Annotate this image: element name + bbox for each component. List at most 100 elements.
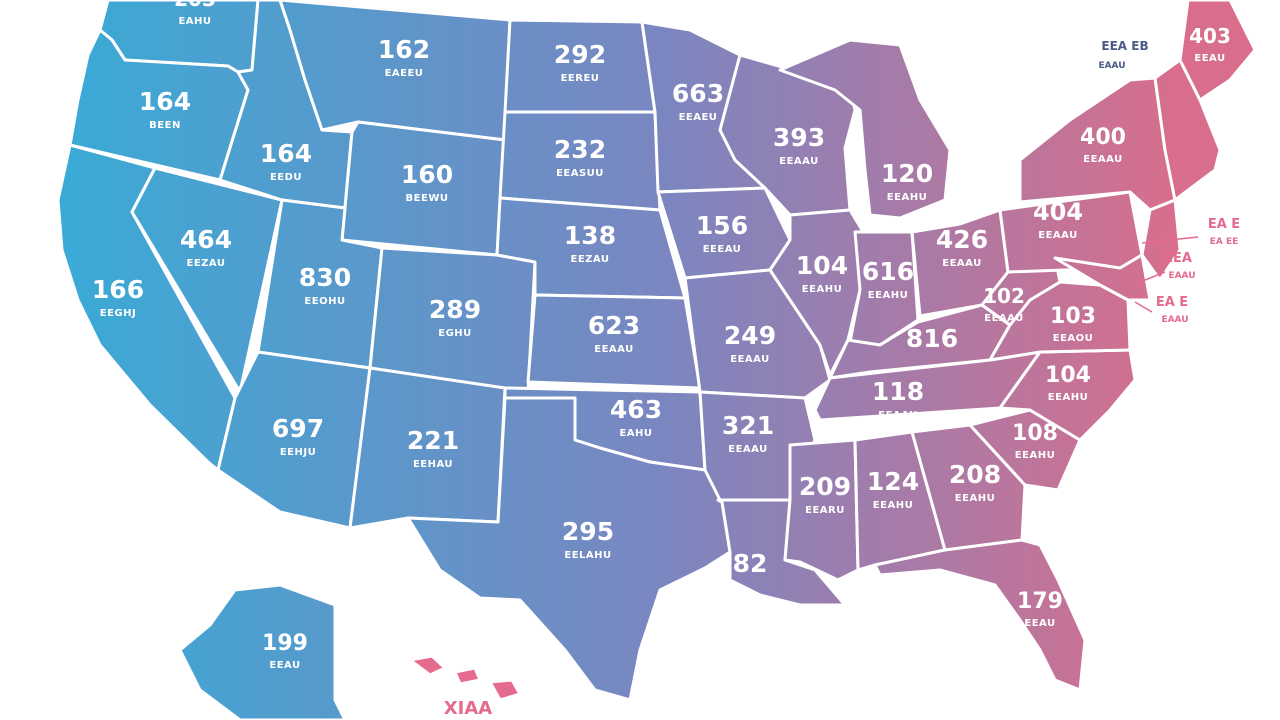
state-sublabel-ny: EEAAU xyxy=(1083,154,1122,165)
state-sublabel-il: EEAHU xyxy=(802,284,842,295)
state-value-mn: 663 xyxy=(672,79,724,108)
state-value-me: 403 xyxy=(1189,24,1231,48)
callout-value: EA E xyxy=(1156,295,1188,310)
callout-sublabel: EAAU xyxy=(1161,315,1188,325)
state-value-al: 124 xyxy=(867,467,919,496)
state-hi[interactable] xyxy=(408,654,522,702)
state-value-az: 697 xyxy=(272,414,324,443)
state-value-va: 103 xyxy=(1050,304,1096,329)
callout-value: EEA xyxy=(1164,251,1192,266)
state-value-wi: 393 xyxy=(773,123,825,152)
state-sublabel-co: EGHU xyxy=(438,328,472,339)
state-value-ar: 321 xyxy=(722,411,774,440)
state-value-mi: 120 xyxy=(881,159,933,188)
state-sublabel-or: BEEN xyxy=(149,120,181,131)
state-me[interactable] xyxy=(1178,0,1257,102)
state-mi[interactable] xyxy=(778,38,952,220)
callout-leader-line xyxy=(1134,301,1153,313)
state-value-oh: 426 xyxy=(936,225,988,254)
state-sublabel-ca: EEGHJ xyxy=(100,308,136,319)
state-value-wv: 102 xyxy=(983,284,1025,308)
state-ks[interactable] xyxy=(526,293,702,390)
state-sublabel-wv: EEAAU xyxy=(984,313,1023,324)
state-value-sd: 232 xyxy=(554,135,606,164)
state-sublabel-ut: EEOHU xyxy=(304,296,345,307)
state-sublabel-ne: EEZAU xyxy=(571,254,610,265)
state-value-pa: 404 xyxy=(1033,198,1083,226)
state-sublabel-mn: EEAEU xyxy=(679,112,718,123)
state-sublabel-nd: EEREU xyxy=(561,73,600,84)
state-sublabel-sd: EEASUU xyxy=(556,168,604,179)
state-sublabel-ak: EEAU xyxy=(269,660,300,671)
state-sublabel-ar: EEAAU xyxy=(728,444,767,455)
state-sublabel-id: EEDU xyxy=(270,172,302,183)
state-sublabel-me: EEAU xyxy=(1194,53,1225,64)
state-sublabel-mo: EEAAU xyxy=(730,354,769,365)
state-value-ga: 208 xyxy=(949,460,1001,489)
state-sublabel-wi: EEAAU xyxy=(779,156,818,167)
state-value-ne: 138 xyxy=(564,221,616,250)
state-value-wa: 203 xyxy=(174,0,216,11)
state-sublabel-tx: EELAHU xyxy=(564,550,611,561)
state-value-fl: 179 xyxy=(1017,589,1063,614)
state-sublabel-ga: EEAHU xyxy=(955,493,995,504)
state-sublabel-nc: EEAHU xyxy=(1048,392,1088,403)
callout-sublabel: EAAU xyxy=(1098,61,1125,71)
state-value-sc: 108 xyxy=(1012,421,1058,446)
state-value-la: 82 xyxy=(733,549,768,578)
state-value-ok: 463 xyxy=(610,395,662,424)
state-value-il: 104 xyxy=(796,251,848,280)
state-sublabel-nm: EEHAU xyxy=(413,459,453,470)
state-value-ks: 623 xyxy=(588,311,640,340)
state-value-or: 164 xyxy=(139,87,191,116)
state-value-nm: 221 xyxy=(407,426,459,455)
state-sublabel-mi: EEAHU xyxy=(887,192,927,203)
state-sublabel-pa: EEAAU xyxy=(1038,230,1077,241)
callout-sublabel: EAAU xyxy=(1168,271,1195,281)
state-ak[interactable] xyxy=(178,583,347,720)
state-sublabel-az: EEHJU xyxy=(280,447,316,458)
state-value-ut: 830 xyxy=(299,263,351,292)
state-sublabel-al: EEAHU xyxy=(873,500,913,511)
state-value-nc: 104 xyxy=(1045,363,1091,388)
state-value-in: 616 xyxy=(862,257,914,286)
state-sublabel-in: EEAHU xyxy=(868,290,908,301)
state-value-hi: XIAA xyxy=(444,698,493,719)
state-value-ms: 209 xyxy=(799,472,851,501)
state-sublabel-sc: EEAHU xyxy=(1015,450,1055,461)
state-sublabel-mt: EAEEU xyxy=(385,68,424,79)
state-sublabel-nv: EEZAU xyxy=(187,258,226,269)
callout-leader-line xyxy=(1139,271,1166,283)
state-sublabel-fl: EEAU xyxy=(1024,618,1055,629)
state-sublabel-ks: EEAAU xyxy=(594,344,633,355)
state-sublabel-ms: EEARU xyxy=(805,505,845,516)
callout-sublabel: EA EE xyxy=(1210,237,1239,247)
state-value-id: 164 xyxy=(260,139,312,168)
state-value-ca: 166 xyxy=(92,275,144,304)
state-sublabel-oh: EEAAU xyxy=(942,258,981,269)
state-value-nd: 292 xyxy=(554,40,606,69)
state-wy[interactable] xyxy=(340,120,507,257)
state-tx[interactable] xyxy=(406,396,732,702)
state-sublabel-va: EEAOU xyxy=(1053,333,1094,344)
state-sublabel-ia: EEEAU xyxy=(703,244,742,255)
state-sublabel-wy: BEEWU xyxy=(406,193,449,204)
state-value-ak: 199 xyxy=(262,631,308,656)
state-value-mo: 249 xyxy=(724,321,776,350)
state-value-wy: 160 xyxy=(401,160,453,189)
state-value-nv: 464 xyxy=(180,225,232,254)
state-value-ia: 156 xyxy=(696,211,748,240)
state-value-ny: 400 xyxy=(1080,125,1126,150)
state-value-ky: 816 xyxy=(906,324,958,353)
state-md[interactable] xyxy=(1053,253,1152,302)
callout-value: EA E xyxy=(1208,217,1240,232)
state-value-mt: 162 xyxy=(378,35,430,64)
state-value-co: 289 xyxy=(429,295,481,324)
state-sublabel-tn: EEAAU xyxy=(878,410,917,421)
callout-value: EEA EB xyxy=(1101,39,1148,53)
state-sublabel-wa: EAHU xyxy=(178,16,211,27)
state-sc[interactable] xyxy=(968,408,1082,492)
state-value-tx: 295 xyxy=(562,517,614,546)
state-fl[interactable] xyxy=(873,538,1087,692)
